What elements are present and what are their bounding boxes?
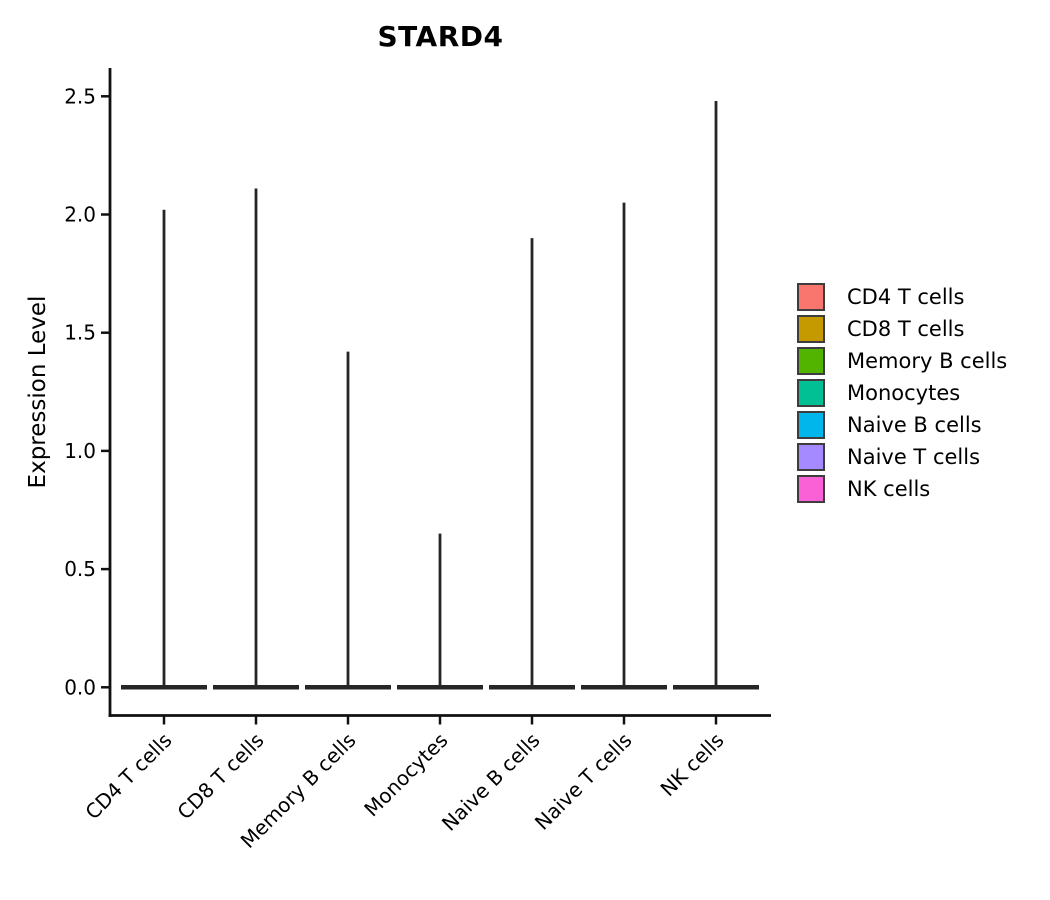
x-category-label: CD4 T cells [80, 728, 176, 824]
legend-label: Monocytes [847, 381, 961, 405]
legend-item: CD4 T cells [797, 283, 1007, 311]
legend: CD4 T cells CD8 T cells Memory B cells Mono… [797, 283, 1007, 503]
legend-swatch [797, 315, 825, 343]
legend-swatch [797, 443, 825, 471]
x-category-label: NK cells [656, 728, 729, 801]
chart-title: STARD4 [377, 20, 504, 53]
legend-item: Monocytes [797, 379, 1007, 407]
y-tick-label: 2.5 [64, 84, 96, 108]
legend-label: NK cells [847, 477, 931, 501]
legend-label: Naive T cells [847, 445, 981, 469]
x-category-label: Naive T cells [530, 728, 637, 835]
legend-item: Naive T cells [797, 443, 1007, 471]
legend-item: NK cells [797, 475, 1007, 503]
legend-swatch [797, 475, 825, 503]
y-tick-label: 2.0 [64, 203, 96, 227]
x-category-label: Naive B cells [437, 728, 545, 836]
y-tick-label: 1.0 [64, 439, 96, 463]
legend-swatch [797, 379, 825, 407]
legend-label: CD8 T cells [847, 317, 965, 341]
y-tick-label: 0.5 [64, 557, 96, 581]
y-tick-label: 1.5 [64, 321, 96, 345]
legend-swatch [797, 347, 825, 375]
legend-item: Memory B cells [797, 347, 1007, 375]
legend-item: CD8 T cells [797, 315, 1007, 343]
legend-label: CD4 T cells [847, 285, 965, 309]
legend-swatch [797, 283, 825, 311]
legend-item: Naive B cells [797, 411, 1007, 439]
legend-label: Memory B cells [847, 349, 1008, 373]
legend-swatch [797, 411, 825, 439]
y-tick-label: 0.0 [64, 675, 96, 699]
x-category-label: CD8 T cells [172, 728, 268, 824]
x-category-label: Monocytes [359, 728, 452, 821]
legend-label: Naive B cells [847, 413, 982, 437]
